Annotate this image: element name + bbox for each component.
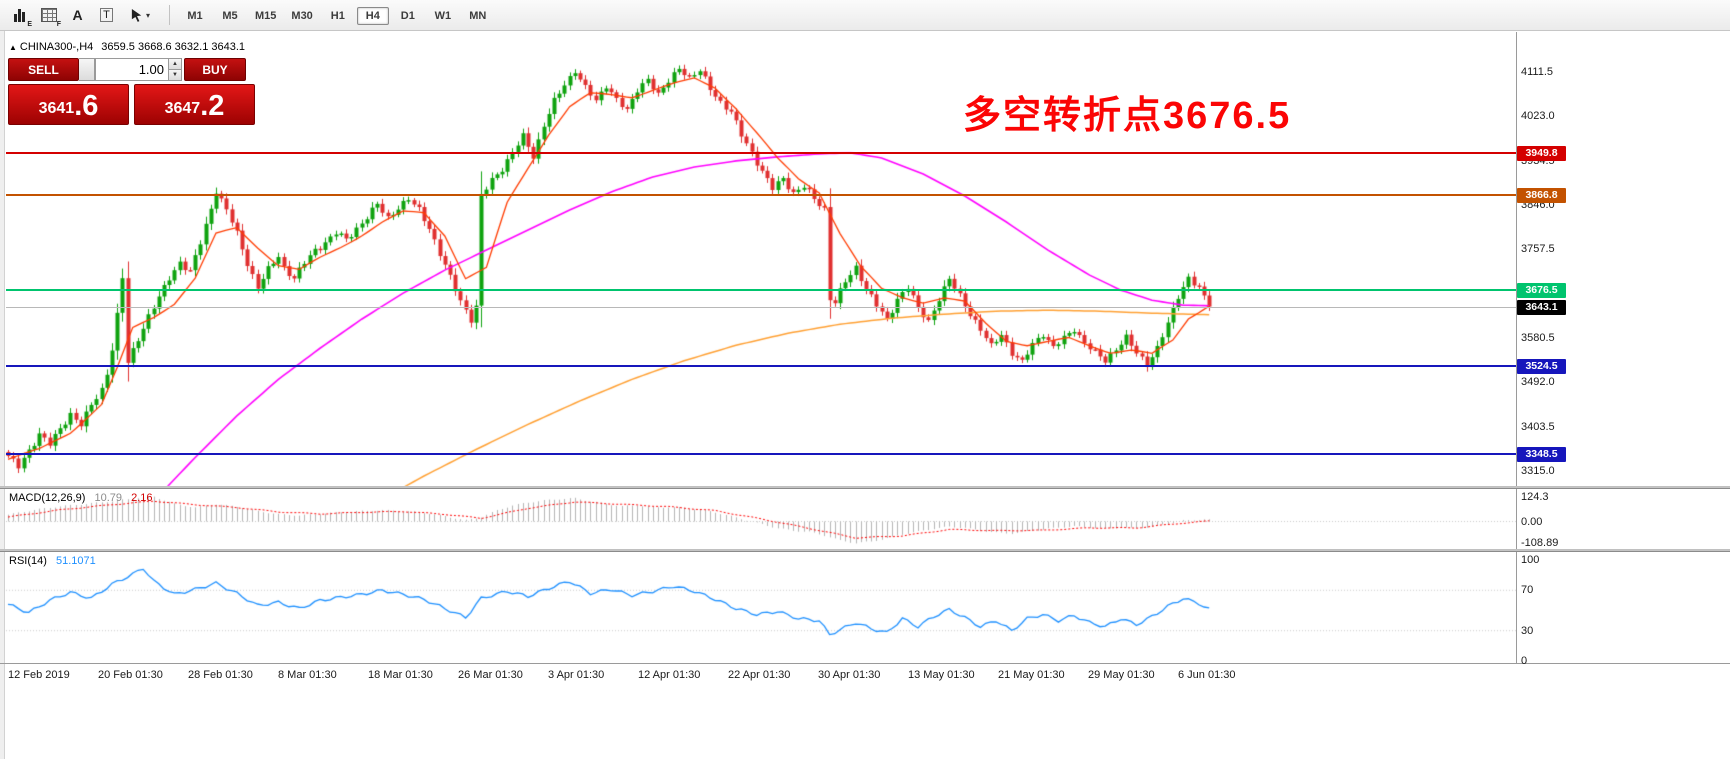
macd-signal-value: 2.16 <box>131 492 153 504</box>
chart-bars-icon[interactable]: E <box>6 2 33 28</box>
ask-price-button[interactable]: 3647.2 <box>134 84 255 125</box>
rsi-indicator-label: RSI(14) 51.1071 <box>9 555 96 567</box>
badge-f: F <box>56 21 61 28</box>
rsi-tick-label: 70 <box>1521 584 1534 597</box>
timeframe-d1[interactable]: D1 <box>400 9 415 22</box>
price-tick-label: 3315.0 <box>1521 465 1555 477</box>
price-tag-3676.5: 3676.5 <box>1517 282 1566 298</box>
current-price-tag: 3643.1 <box>1517 299 1566 315</box>
bid-price-button[interactable]: 3641.6 <box>8 84 129 125</box>
stepper-down-icon[interactable]: ▼ <box>169 70 181 80</box>
price-tick-label: 3403.5 <box>1521 420 1555 433</box>
macd-tick-label: 124.3 <box>1521 490 1549 503</box>
rsi-value: 51.1071 <box>55 555 96 567</box>
time-axis-separator <box>0 663 1730 664</box>
date-label: 12 Apr 01:30 <box>638 669 701 681</box>
price-axis-separator <box>1516 32 1517 663</box>
macd-name: MACD(12,26,9) <box>9 492 86 504</box>
date-label: 18 Mar 01:30 <box>368 669 433 681</box>
timeframe-mn[interactable]: MN <box>469 9 487 22</box>
date-label: 20 Feb 01:30 <box>98 669 163 681</box>
timeframe-m1[interactable]: M1 <box>187 9 203 22</box>
date-label: 26 Mar 01:30 <box>458 669 523 681</box>
rsi-name: RSI(14) <box>9 555 47 567</box>
rsi-tick-label: 100 <box>1521 554 1540 566</box>
date-label: 6 Jun 01:30 <box>1178 669 1236 681</box>
grid-icon[interactable]: F <box>35 2 62 28</box>
date-label: 21 May 01:30 <box>998 669 1065 681</box>
price-tick-label: 3757.5 <box>1521 243 1555 256</box>
symbol-period-label: CHINA300-,H4 <box>19 41 94 53</box>
macd-main-value: 10.79 <box>94 492 123 504</box>
price-tag-3524.5: 3524.5 <box>1517 359 1566 375</box>
sell-button[interactable]: SELL <box>8 58 79 81</box>
chart-annotation-text[interactable]: 多空转折点3676.5 <box>963 95 1292 137</box>
timeframe-m15[interactable]: M15 <box>255 9 277 22</box>
timeframe-group: M1 M5 M15 M30 H1 H4 D1 W1 MN <box>179 6 497 25</box>
date-label: 12 Feb 2019 <box>8 669 70 681</box>
date-label: 28 Feb 01:30 <box>188 669 253 681</box>
volume-input[interactable] <box>95 58 169 81</box>
volume-dropdown-button[interactable] <box>79 58 95 81</box>
stepper-up-icon[interactable]: ▲ <box>169 59 181 70</box>
macd-indicator-label: MACD(12,26,9) 10.79 2.16 <box>9 492 153 504</box>
ask-fraction-digits: .2 <box>200 90 225 122</box>
bars-glyph <box>14 8 25 22</box>
cursor-arrow-glyph <box>131 8 142 22</box>
chart-collapse-icon[interactable]: ▲ <box>9 43 17 52</box>
chart-title: ▲ CHINA300-,H4 3659.5 3668.6 3632.1 3643.1 <box>9 41 245 53</box>
one-click-trading-panel: SELL ▲ ▼ BUY 3641.6 3647.2 <box>8 58 258 125</box>
current-price-line <box>6 306 1516 308</box>
timeframe-h4[interactable]: H4 <box>356 6 389 25</box>
toolbar: E F A T ▾ M1 M5 M15 M30 H1 H4 D1 W1 MN <box>0 0 1730 31</box>
timeframe-w1[interactable]: W1 <box>434 9 452 22</box>
date-label: 29 May 01:30 <box>1088 669 1155 681</box>
date-label: 3 Apr 01:30 <box>548 669 605 681</box>
window-left-edge <box>0 31 5 759</box>
macd-tick-label: 0.00 <box>1521 515 1543 528</box>
ask-main-digits: 3647 <box>164 100 201 117</box>
bid-fraction-digits: .6 <box>74 90 99 122</box>
price-tag-3866.8: 3866.8 <box>1517 187 1566 203</box>
cursor-tool-icon[interactable]: ▾ <box>122 2 158 28</box>
chevron-down-icon: ▾ <box>145 10 150 20</box>
rsi-tick-label: 0 <box>1521 655 1528 667</box>
hline-3524.5[interactable] <box>6 365 1516 368</box>
date-label: 13 May 01:30 <box>908 669 975 681</box>
splitter-price-macd[interactable] <box>0 486 1730 489</box>
date-label: 8 Mar 01:30 <box>278 669 337 681</box>
toolbar-separator <box>169 5 170 25</box>
buy-button[interactable]: BUY <box>184 58 246 81</box>
bid-main-digits: 3641 <box>38 100 75 117</box>
price-tag-3348.5: 3348.5 <box>1517 447 1566 463</box>
timeframe-m30[interactable]: M30 <box>291 9 313 22</box>
date-label: 30 Apr 01:30 <box>818 669 881 681</box>
timeframe-m5[interactable]: M5 <box>222 9 238 22</box>
volume-stepper: ▲ ▼ <box>169 58 182 81</box>
rsi-tick-label: 30 <box>1521 624 1534 637</box>
badge-e: E <box>27 21 32 28</box>
price-tag-3949.8: 3949.8 <box>1517 146 1566 161</box>
hline-3676.5[interactable] <box>6 288 1516 291</box>
hline-3949.8[interactable] <box>6 152 1516 154</box>
ohlc-values: 3659.5 3668.6 3632.1 3643.1 <box>101 41 246 53</box>
grid-glyph <box>40 8 57 22</box>
splitter-macd-rsi[interactable] <box>0 549 1730 552</box>
price-tick-label: 3492.0 <box>1521 376 1555 389</box>
price-tick-label: 4023.0 <box>1521 110 1555 123</box>
hline-3866.8[interactable] <box>6 193 1516 196</box>
hline-3348.5[interactable] <box>6 453 1516 456</box>
macd-tick-label: -108.89 <box>1521 537 1559 550</box>
price-tick-label: 3580.5 <box>1521 332 1555 344</box>
text-label-icon[interactable]: T <box>93 2 120 28</box>
date-label: 22 Apr 01:30 <box>728 669 791 681</box>
price-tick-label: 4111.5 <box>1521 66 1554 78</box>
text-annotation-icon[interactable]: A <box>72 7 83 23</box>
timeframe-h1[interactable]: H1 <box>330 9 345 22</box>
